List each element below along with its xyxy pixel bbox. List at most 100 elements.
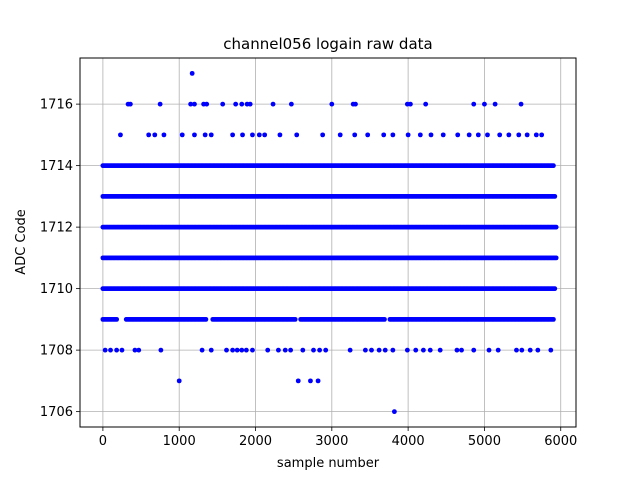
data-point	[423, 101, 429, 107]
data-point	[362, 347, 368, 353]
data-point	[413, 347, 419, 353]
data-point	[288, 101, 294, 107]
data-point	[552, 193, 558, 199]
x-tick-label: 3000	[315, 434, 348, 449]
data-point	[240, 132, 245, 138]
data-point	[382, 316, 387, 322]
data-point	[108, 347, 113, 353]
x-tick-label: 0	[99, 434, 107, 449]
data-point	[369, 347, 374, 353]
data-point	[250, 347, 255, 353]
data-point	[136, 347, 142, 353]
data-point	[353, 101, 358, 107]
chart-title: channel056 logain raw data	[223, 35, 432, 53]
data-point	[230, 347, 236, 353]
data-point	[208, 347, 214, 353]
data-point	[495, 347, 501, 353]
data-point	[114, 347, 120, 353]
data-point	[114, 316, 120, 322]
data-point	[516, 132, 522, 138]
data-point	[308, 378, 313, 384]
data-point	[381, 132, 387, 138]
data-point	[294, 132, 300, 138]
data-point	[427, 347, 433, 353]
data-point	[146, 132, 152, 138]
data-point	[482, 101, 487, 107]
data-point	[243, 347, 249, 353]
data-point	[247, 101, 253, 107]
plot-area-frame	[79, 57, 577, 428]
data-point	[391, 409, 397, 415]
x-axis-label: sample number	[277, 456, 380, 471]
data-point	[337, 132, 343, 138]
data-point	[506, 132, 512, 138]
data-point	[471, 347, 477, 353]
y-tick-label: 1706	[40, 405, 73, 420]
data-point	[551, 163, 556, 169]
data-point	[518, 101, 524, 107]
data-point	[132, 347, 138, 353]
data-point	[459, 347, 464, 353]
data-point	[230, 132, 236, 138]
data-points	[100, 70, 559, 415]
data-point	[527, 347, 533, 353]
data-point	[234, 347, 240, 353]
data-point	[539, 132, 545, 138]
data-point	[118, 132, 123, 138]
data-point	[390, 132, 396, 138]
x-tick-label: 5000	[468, 434, 501, 449]
data-point	[189, 70, 195, 76]
data-point	[202, 132, 208, 138]
data-point	[315, 378, 321, 384]
data-point	[320, 132, 326, 138]
data-point	[152, 132, 158, 138]
data-point	[300, 347, 306, 353]
y-tick-label: 1716	[40, 98, 73, 113]
data-point	[347, 347, 353, 353]
data-point	[376, 347, 382, 353]
data-point	[311, 347, 316, 353]
data-point	[161, 132, 167, 138]
x-tick-label: 4000	[392, 434, 425, 449]
data-point	[390, 347, 396, 353]
data-point	[208, 132, 214, 138]
data-point	[188, 101, 194, 107]
data-point	[365, 132, 371, 138]
data-point	[192, 101, 197, 107]
data-point	[553, 224, 559, 230]
axis-ticks: 0 1000 2000 3000 4000 5000 6000 1706 1708 1710 171…	[40, 98, 577, 449]
x-tick-label: 1000	[163, 434, 196, 449]
data-point	[270, 101, 276, 107]
data-point	[548, 347, 554, 353]
data-point	[486, 347, 492, 353]
data-point	[203, 316, 209, 322]
data-point	[239, 347, 245, 353]
data-point	[158, 347, 164, 353]
data-point	[292, 316, 298, 322]
data-point	[276, 347, 281, 353]
data-point	[277, 132, 283, 138]
data-point	[471, 101, 477, 107]
data-point	[417, 132, 423, 138]
data-point	[262, 132, 268, 138]
data-point	[551, 316, 556, 322]
x-tick-label: 2000	[239, 434, 272, 449]
data-point	[382, 347, 388, 353]
data-point	[408, 101, 413, 107]
data-point	[519, 347, 525, 353]
data-point	[454, 347, 460, 353]
data-point	[329, 101, 335, 107]
data-point	[475, 132, 481, 138]
data-point	[204, 101, 210, 107]
data-point	[323, 347, 329, 353]
data-point	[256, 132, 262, 138]
data-point	[440, 132, 446, 138]
data-point	[404, 347, 410, 353]
data-point	[239, 101, 245, 107]
data-point	[552, 286, 558, 292]
data-point	[405, 132, 411, 138]
data-point	[199, 347, 205, 353]
